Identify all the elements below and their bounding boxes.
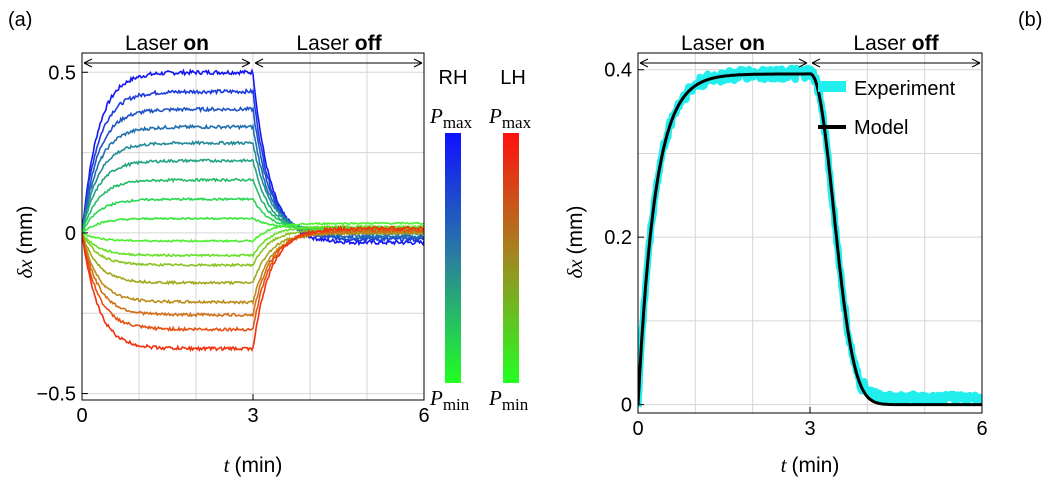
colorbar-rh-label: RH bbox=[439, 67, 468, 89]
y-tick-label: 0.5 bbox=[48, 62, 76, 84]
legend-swatch-experiment bbox=[818, 81, 846, 92]
x-tick-label: 0 bbox=[632, 418, 643, 440]
y-tick-label: 0 bbox=[65, 223, 76, 245]
x-tick-label: 6 bbox=[976, 418, 987, 440]
panel-a-phase-on: Laser on bbox=[84, 32, 250, 67]
panel-a: (a) 0 3 6−0.500.5 Laser on Laser off t (min… bbox=[8, 9, 532, 477]
panel-b-ticks: 0 3 6 0 0.2 0.4 bbox=[604, 60, 987, 440]
panel-a-xlabel: t (min) bbox=[224, 453, 283, 477]
colorbar-rh: RH Pmax Pmin bbox=[429, 67, 473, 414]
y-tick-label: 0.2 bbox=[604, 227, 632, 249]
panel-b-phase-on: Laser on bbox=[640, 32, 807, 67]
panel-b-xlabel: t (min) bbox=[781, 453, 840, 477]
phase-on-label-b: Laser on bbox=[681, 32, 765, 55]
legend-label-experiment: Experiment bbox=[854, 78, 956, 100]
panel-b-ylabel: δx(mm) bbox=[563, 205, 587, 278]
colorbar-lh-min: Pmin bbox=[488, 386, 529, 414]
panel-b-phase-off: Laser off bbox=[812, 32, 980, 67]
panel-b-legend: Experiment Model bbox=[818, 78, 956, 139]
y-tick-label: −0.5 bbox=[37, 384, 76, 406]
phase-off-label-b: Laser off bbox=[853, 32, 939, 55]
colorbar-lh-max: Pmax bbox=[488, 104, 532, 132]
colorbar-rh-max: Pmax bbox=[429, 104, 473, 132]
panel-a-ylabel: δx(mm) bbox=[13, 205, 37, 278]
colorbar-rh-min: Pmin bbox=[429, 386, 470, 414]
panel-b: (b) 0 3 6 0 0.2 0.4 Laser on Laser off Experi… bbox=[563, 9, 1042, 477]
x-tick-label: 6 bbox=[418, 405, 429, 427]
panel-b-label: (b) bbox=[1018, 9, 1042, 31]
phase-on-label-a: Laser on bbox=[125, 32, 209, 55]
x-tick-label: 3 bbox=[247, 405, 258, 427]
panel-b-grid bbox=[638, 53, 982, 413]
panel-a-label: (a) bbox=[8, 9, 32, 31]
colorbar-rh-gradient bbox=[445, 133, 461, 383]
colorbar-lh-label: LH bbox=[500, 67, 526, 89]
colorbar-lh-gradient bbox=[503, 133, 519, 383]
legend-label-model: Model bbox=[854, 117, 908, 139]
panel-a-phase-off: Laser off bbox=[255, 32, 422, 67]
y-tick-label: 0.4 bbox=[604, 60, 632, 82]
phase-off-label-a: Laser off bbox=[296, 32, 382, 55]
x-tick-label: 3 bbox=[804, 418, 815, 440]
x-tick-label: 0 bbox=[76, 405, 87, 427]
y-tick-label: 0 bbox=[621, 395, 632, 417]
colorbar-lh: LH Pmax Pmin bbox=[488, 67, 532, 414]
